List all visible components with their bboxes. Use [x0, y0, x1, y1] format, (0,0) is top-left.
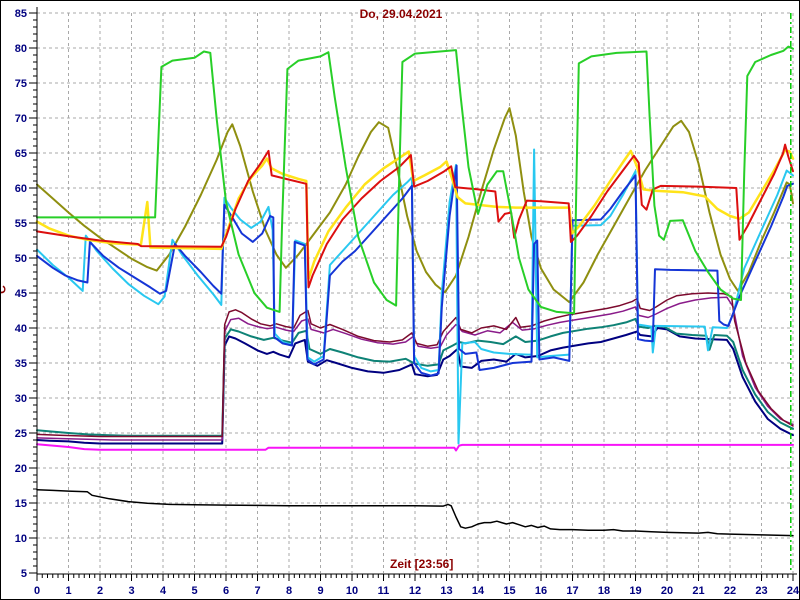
x-tick-label: 0 [34, 585, 40, 597]
x-tick-label: 20 [661, 585, 673, 597]
x-tick-label: 1 [65, 585, 71, 597]
x-tick-label: 9 [317, 585, 323, 597]
green-line [36, 45, 794, 315]
y-tick-label: 45 [15, 288, 27, 300]
y-tick-label: 40 [15, 323, 27, 335]
x-tick-label: 14 [472, 585, 485, 597]
x-tick-label: 6 [223, 585, 229, 597]
x-tick-label: 12 [409, 585, 421, 597]
y-tick-label: 60 [15, 183, 27, 195]
purple-line [36, 296, 794, 441]
y-tick-label: 75 [15, 78, 27, 90]
x-tick-label: 7 [254, 585, 260, 597]
olive-line [36, 107, 794, 304]
chart-title: Do, 29.04.2021 [359, 7, 443, 21]
x-tick-label: 21 [692, 585, 704, 597]
y-tick-label: 35 [15, 358, 27, 370]
y-tick-label: 55 [15, 218, 27, 230]
magenta-flat-line [36, 443, 794, 452]
y-tick-label: 70 [15, 113, 27, 125]
x-tick-label: 8 [286, 585, 292, 597]
y-axis-label: °C [0, 285, 9, 299]
black-outdoor-line [36, 488, 794, 537]
x-tick-label: 10 [346, 585, 358, 597]
x-tick-label: 15 [503, 585, 515, 597]
y-tick-label: 25 [15, 428, 27, 440]
x-axis-label: Zeit [23:56] [390, 557, 454, 571]
y-tick-label: 85 [15, 8, 27, 20]
x-tick-label: 17 [566, 585, 578, 597]
x-tick-label: 11 [378, 585, 390, 597]
red-line [36, 143, 794, 289]
x-tick-label: 24 [787, 585, 800, 597]
x-tick-label: 3 [128, 585, 134, 597]
y-tick-label: 5 [21, 568, 27, 580]
x-tick-label: 22 [724, 585, 736, 597]
y-tick-label: 20 [15, 463, 27, 475]
x-tick-label: 5 [191, 585, 197, 597]
maroon-line [36, 292, 794, 438]
x-tick-label: 18 [598, 585, 610, 597]
x-tick-label: 2 [97, 585, 103, 597]
x-tick-label: 16 [535, 585, 547, 597]
y-tick-label: 30 [15, 393, 27, 405]
x-tick-label: 13 [440, 585, 452, 597]
y-tick-label: 50 [15, 253, 27, 265]
x-tick-label: 19 [629, 585, 641, 597]
y-tick-label: 80 [15, 43, 27, 55]
x-tick-label: 23 [755, 585, 767, 597]
y-tick-label: 65 [15, 148, 27, 160]
x-tick-label: 4 [160, 585, 167, 597]
y-tick-label: 15 [15, 498, 27, 510]
y-tick-label: 10 [15, 533, 27, 545]
navy-line [36, 327, 794, 445]
blue-line [36, 164, 794, 377]
